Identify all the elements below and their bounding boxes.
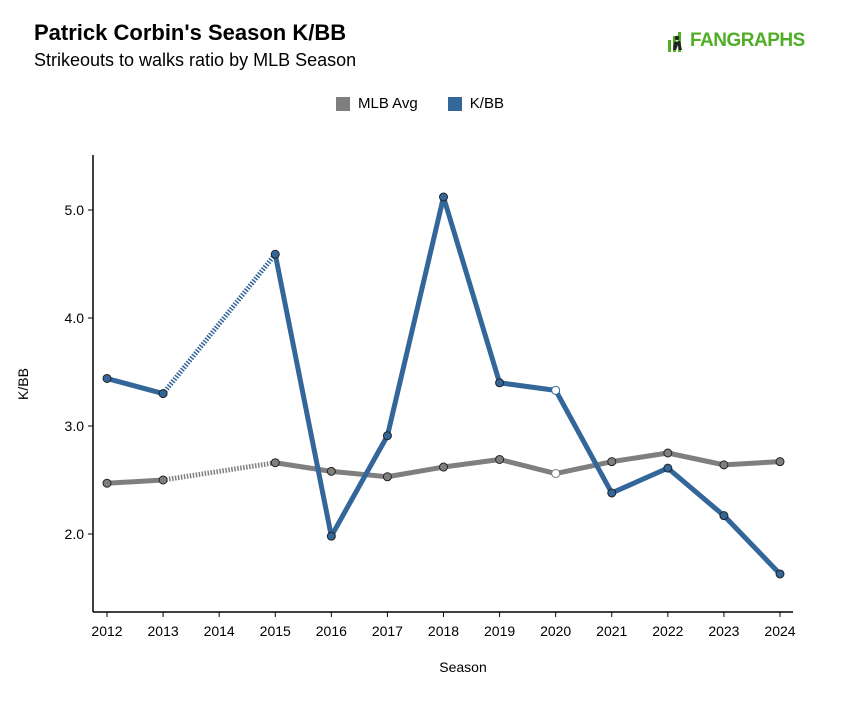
fangraphs-logo[interactable]: FANGRAPHS — [668, 30, 828, 56]
x-tick-label: 2017 — [372, 623, 403, 639]
data-point — [439, 192, 448, 202]
x-tick-label: 2013 — [148, 623, 179, 639]
data-point — [270, 458, 280, 468]
data-point — [102, 373, 112, 383]
x-tick-label: 2024 — [764, 623, 795, 639]
chart-subtitle: Strikeouts to walks ratio by MLB Season — [34, 50, 357, 70]
legend-label-mlb-avg: MLB Avg — [358, 95, 418, 112]
series-segment — [104, 477, 166, 486]
legend-item-kbb[interactable]: K/BB — [447, 95, 504, 112]
data-point — [663, 463, 673, 473]
data-point — [326, 466, 336, 476]
chart-title: Patrick Corbin's Season K/BB — [34, 20, 347, 45]
series-segment — [609, 465, 671, 496]
y-tick-label: 4.0 — [65, 310, 85, 326]
x-axis-label: Season — [439, 659, 486, 675]
legend: MLB Avg K/BB — [336, 95, 534, 112]
axes: 2.0 3.0 4.0 5.0 2012 2013 2014 2015 2016 2017 2018… — [65, 155, 796, 639]
data-point — [495, 378, 505, 388]
legend-item-mlb-avg[interactable]: MLB Avg — [336, 95, 418, 112]
series-segment — [441, 194, 503, 386]
x-tick-label: 2012 — [91, 623, 122, 639]
data-point — [719, 460, 729, 470]
x-tick-label: 2015 — [260, 623, 291, 639]
data-point — [551, 469, 561, 479]
series-segment — [553, 387, 615, 496]
series-segment — [497, 456, 559, 477]
data-point — [439, 462, 448, 472]
series-segment — [665, 465, 727, 519]
data-point — [719, 511, 729, 521]
x-tick-label: 2022 — [652, 623, 683, 639]
data-point — [607, 457, 617, 467]
series-segment — [328, 468, 390, 480]
fangraphs-logo-icon — [668, 32, 682, 52]
series-layer — [102, 192, 785, 579]
series-segment — [553, 459, 615, 477]
data-point — [775, 457, 785, 467]
series-segment — [272, 460, 334, 474]
x-tick-label: 2020 — [540, 623, 571, 639]
series-segment — [609, 450, 671, 465]
x-tick-label: 2018 — [428, 623, 459, 639]
legend-swatch-mlb-avg — [336, 96, 350, 111]
data-point — [607, 488, 617, 498]
data-point — [663, 448, 673, 458]
x-tick-label: 2016 — [316, 623, 347, 639]
x-tick-label: 2014 — [204, 623, 235, 639]
data-point — [495, 454, 505, 464]
series-segment — [497, 380, 559, 393]
series-mlb-avg — [102, 448, 785, 488]
data-point — [382, 431, 392, 441]
series-segment — [384, 194, 446, 439]
series-gap-segment — [161, 252, 278, 396]
data-point — [102, 478, 112, 488]
series-gap-segment — [162, 460, 276, 483]
data-point — [382, 472, 392, 482]
series-segment — [384, 464, 446, 480]
series-segment — [665, 450, 727, 468]
y-tick-label: 5.0 — [65, 202, 85, 218]
legend-swatch-kbb — [447, 96, 462, 111]
legend-label-kbb: K/BB — [469, 95, 504, 112]
series-segment — [328, 433, 390, 539]
y-tick-label: 3.0 — [65, 418, 85, 434]
y-axis-label: K/BB — [15, 368, 31, 400]
x-tick-label: 2023 — [708, 623, 739, 639]
x-tick-label: 2019 — [484, 623, 515, 639]
series-segment — [441, 456, 503, 470]
data-point — [775, 569, 785, 579]
data-point — [551, 385, 561, 395]
data-point — [158, 475, 168, 485]
data-point — [270, 249, 280, 259]
series-kbb — [102, 192, 785, 579]
data-point — [326, 531, 336, 541]
series-segment — [104, 375, 166, 397]
fangraphs-logo-text: FANGRAPHS — [690, 30, 805, 51]
data-point — [158, 389, 168, 399]
y-tick-label: 2.0 — [65, 526, 85, 542]
series-segment — [272, 251, 334, 539]
series-segment — [721, 513, 783, 577]
x-tick-label: 2021 — [596, 623, 627, 639]
series-segment — [721, 459, 783, 468]
